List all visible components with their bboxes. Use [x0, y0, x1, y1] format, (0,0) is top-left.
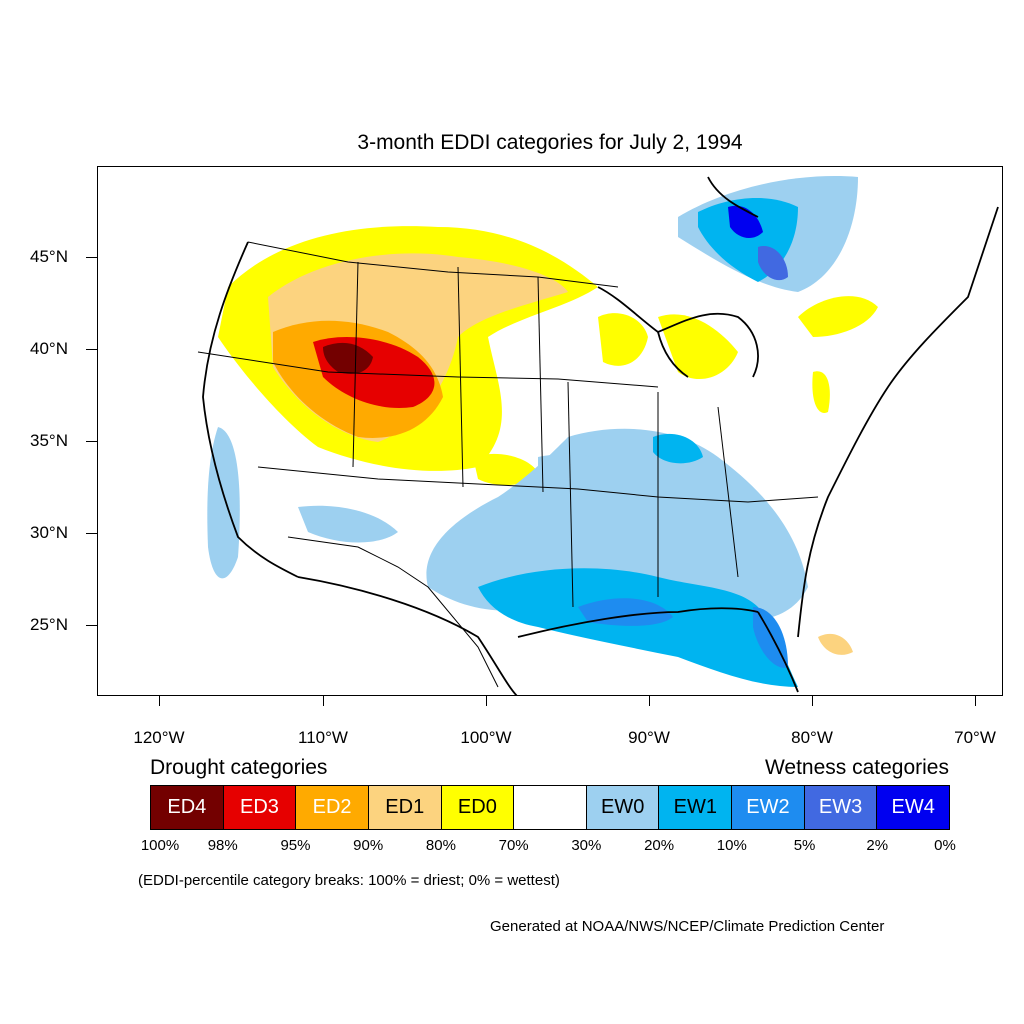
break-label: 95%	[280, 837, 311, 854]
drought-patches	[218, 226, 878, 655]
legend-box-ed0: ED0	[441, 786, 515, 829]
break-label: 90%	[353, 837, 384, 854]
lat-label-40: 40°N	[30, 339, 68, 358]
legend-breaks: 100% 98% 95% 90% 80% 70% 30% 20% 10% 5% 2% 0%	[0, 837, 1024, 857]
lon-label-70: 70°W	[954, 728, 996, 747]
lat-tick	[86, 441, 97, 442]
break-label: 30%	[571, 837, 602, 854]
legend-box-ed1: ED1	[368, 786, 442, 829]
lon-label-110: 110°W	[298, 728, 348, 747]
legend-box-ed2: ED2	[296, 786, 369, 829]
boundary-lines	[197, 241, 819, 688]
map-title: 3-month EDDI categories for July 2, 1994	[357, 131, 743, 154]
legend-box-ed3: ED3	[223, 786, 297, 829]
legend-box-ew4: EW4	[877, 786, 950, 829]
legend-box-ed4: ED4	[151, 786, 224, 829]
break-label: 5%	[793, 837, 816, 854]
lon-label-80: 80°W	[791, 728, 833, 747]
legend-box-ew3: EW3	[804, 786, 878, 829]
break-label: 70%	[498, 837, 529, 854]
lat-label-30: 30°N	[30, 523, 68, 542]
break-label: 0%	[934, 837, 956, 854]
lat-label-35: 35°N	[30, 431, 68, 450]
lon-tick	[649, 696, 650, 706]
wetness-patches	[207, 176, 858, 687]
category-note: (EDDI-percentile category breaks: 100% =…	[138, 872, 560, 889]
legend-color-bar: ED4 ED3 ED2 ED1 ED0 EW0 EW1 EW2 EW3 EW4	[150, 785, 950, 830]
legend-box-neutral	[514, 786, 587, 829]
lon-tick	[323, 696, 324, 706]
lat-tick	[86, 349, 97, 350]
legend-box-ew1: EW1	[659, 786, 733, 829]
lat-label-25: 25°N	[30, 615, 68, 634]
break-label: 98%	[207, 837, 238, 854]
legend-box-ew2: EW2	[732, 786, 805, 829]
lon-label-120: 120°W	[133, 728, 185, 747]
lon-tick	[812, 696, 813, 706]
lat-label-45: 45°N	[30, 247, 68, 266]
legend-box-ew0: EW0	[586, 786, 660, 829]
break-label: 10%	[716, 837, 747, 854]
drought-heading: Drought categories	[150, 756, 328, 779]
lon-tick	[975, 696, 976, 706]
lon-tick	[486, 696, 487, 706]
eddi-map	[97, 166, 1003, 696]
lon-tick	[159, 696, 160, 706]
break-label: 2%	[866, 837, 889, 854]
lon-label-90: 90°W	[628, 728, 670, 747]
break-label: 100%	[140, 837, 180, 854]
coastline	[202, 176, 999, 695]
break-label: 80%	[425, 837, 456, 854]
lat-tick	[86, 533, 97, 534]
credit-line: Generated at NOAA/NWS/NCEP/Climate Predi…	[490, 918, 885, 935]
lat-tick	[86, 625, 97, 626]
map-canvas	[197, 176, 999, 695]
wetness-heading: Wetness categories	[764, 756, 949, 779]
lon-label-100: 100°W	[460, 728, 512, 747]
lat-tick	[86, 257, 97, 258]
break-label: 20%	[644, 837, 675, 854]
